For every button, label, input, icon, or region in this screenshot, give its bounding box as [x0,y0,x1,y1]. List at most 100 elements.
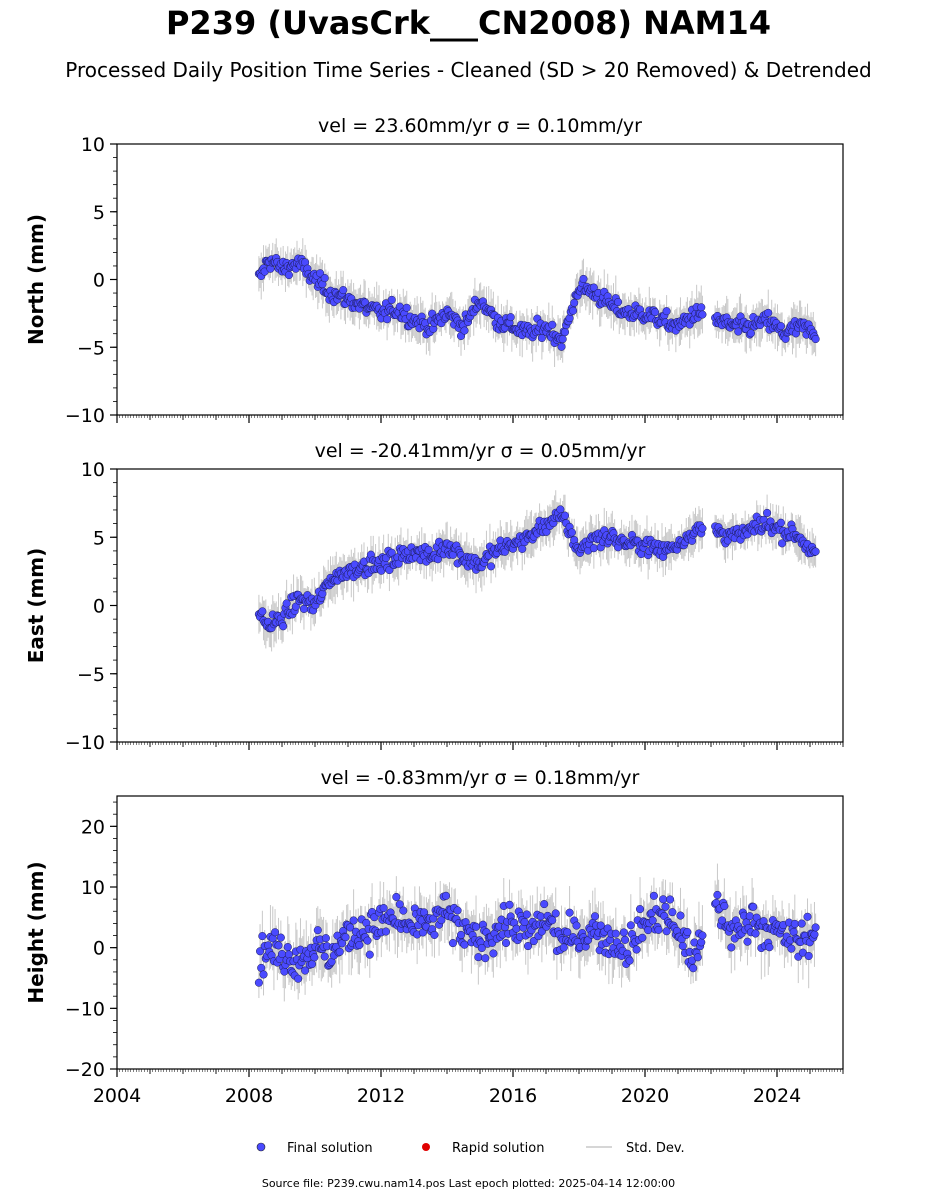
data-point [811,334,820,344]
panel-height: vel = -0.83mm/yr σ = 0.18mm/yr Height (mm… [24,767,844,1107]
data-point [560,328,570,337]
data-point [632,945,641,954]
plot-frame-north [116,143,844,416]
data-point [448,939,457,948]
data-point [471,922,481,931]
data-point [258,607,267,616]
data-point [654,925,663,934]
data-point [310,953,319,962]
data-point [299,604,308,613]
data-point [318,589,327,598]
ytick-label-north: 5 [93,202,105,224]
data-point [301,966,310,975]
ytick-label-north: 10 [81,134,105,156]
data-point [749,902,758,911]
data-point [611,929,620,938]
data-point [392,892,401,902]
xtick-label: 2008 [225,1085,273,1107]
data-point [381,927,391,936]
data-point [283,943,292,952]
ytick-label-east: 0 [93,596,105,618]
data-point [506,313,515,322]
data-point [542,527,551,536]
ytick-label-north: −10 [65,405,105,427]
data-point [804,951,813,961]
data-point [727,943,736,952]
data-point [363,936,372,945]
data-point [256,947,265,956]
data-point [683,927,692,937]
data-point [558,335,567,344]
panel-title-height: vel = -0.83mm/yr σ = 0.18mm/yr [321,767,640,789]
data-point [402,303,411,312]
data-point [355,940,364,950]
ytick-label-east: −10 [65,732,105,754]
data-point [557,342,566,351]
data-point [662,927,671,936]
data-point [279,622,288,631]
chart-title: P239 (UvasCrk___CN2008) NAM14 [165,4,772,42]
data-point [765,943,774,952]
data-point [259,970,268,979]
data-point [456,930,466,939]
data-point [453,906,462,915]
data-point [689,964,698,973]
legend: Final solution Rapid solution Std. Dev. [256,1141,685,1156]
legend-final-label: Final solution [287,1141,373,1156]
data-point [522,910,531,919]
data-point [619,928,628,937]
data-point [399,906,408,915]
chart-subtitle: Processed Daily Position Time Series - C… [65,58,872,82]
data-point [570,298,579,307]
data-point [651,308,660,317]
data-point [254,978,263,987]
data-point [678,941,687,951]
data-point [625,956,634,965]
xtick-label: 2020 [621,1085,669,1107]
data-point [811,923,820,932]
data-point [797,919,806,928]
panel-north: vel = 23.60mm/yr σ = 0.10mm/yr North (mm)… [24,115,844,427]
ytick-label-east: 5 [93,527,105,549]
data-point [661,902,670,911]
data-point [383,315,392,324]
data-point [565,908,574,917]
data-point [697,303,706,312]
data-point [321,934,330,943]
data-point [763,508,772,517]
data-point [387,295,396,304]
data-point [787,944,796,953]
data-point [346,923,355,932]
data-point [676,911,685,920]
data-point [280,967,289,976]
data-point [307,960,317,969]
data-point [698,310,707,319]
data-point [512,924,521,933]
data-point [339,286,348,295]
data-point [693,953,702,962]
data-point [477,943,486,953]
series-final-east [254,490,820,652]
data-point [620,935,630,944]
data-point [520,917,529,927]
xtick-label: 2024 [753,1085,801,1107]
data-point [751,929,760,938]
data-point [395,900,404,909]
data-point [596,921,605,930]
ytick-label-north: 0 [93,270,105,292]
data-point [284,950,293,959]
data-point [563,928,572,937]
legend-rapid-marker [422,1143,430,1151]
data-point [284,270,293,280]
data-point [551,909,560,918]
xtick-label: 2012 [357,1085,405,1107]
data-point [697,938,706,947]
xtick-label: 2016 [489,1085,537,1107]
data-point [743,937,752,946]
data-point [548,320,557,329]
ylabel-north: North (mm) [24,214,48,345]
data-point [718,916,727,925]
data-point [644,926,653,935]
legend-final-marker [256,1142,266,1152]
